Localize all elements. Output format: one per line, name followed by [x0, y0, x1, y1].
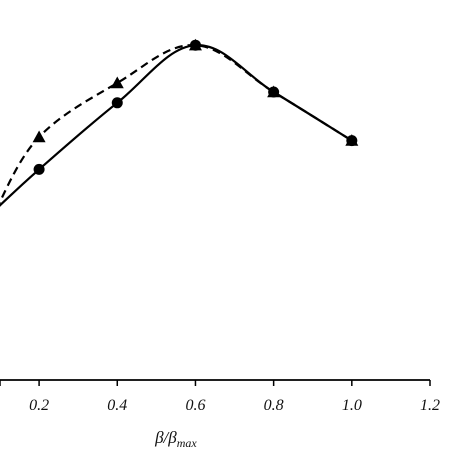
triangle-marker	[110, 76, 124, 89]
x-tick-label: 0.4	[107, 397, 127, 414]
x-axis: 0.2 0.4 0.6 0.8 1.0 1.2	[0, 379, 440, 414]
x-axis-title-subscript: max	[177, 436, 198, 450]
x-axis-title-main: β/β	[154, 428, 177, 447]
triangle-marker	[345, 134, 359, 146]
x-axis-title: β/βmax	[154, 428, 197, 450]
dashed-series-line	[0, 44, 353, 205]
triangle-marker	[188, 38, 202, 51]
series-group	[0, 38, 359, 207]
circle-marker	[33, 163, 45, 175]
x-tick-label: 1.2	[420, 397, 440, 414]
x-tick-label: 1.0	[342, 397, 362, 414]
x-tick-label: 0.8	[264, 397, 284, 414]
triangle-marker	[32, 130, 46, 143]
x-tick-label: 0.2	[29, 397, 49, 414]
triangle-marker	[267, 85, 281, 98]
circle-marker	[111, 97, 123, 109]
x-tick-label: 0.6	[185, 397, 205, 414]
solid-series-line	[0, 44, 353, 207]
